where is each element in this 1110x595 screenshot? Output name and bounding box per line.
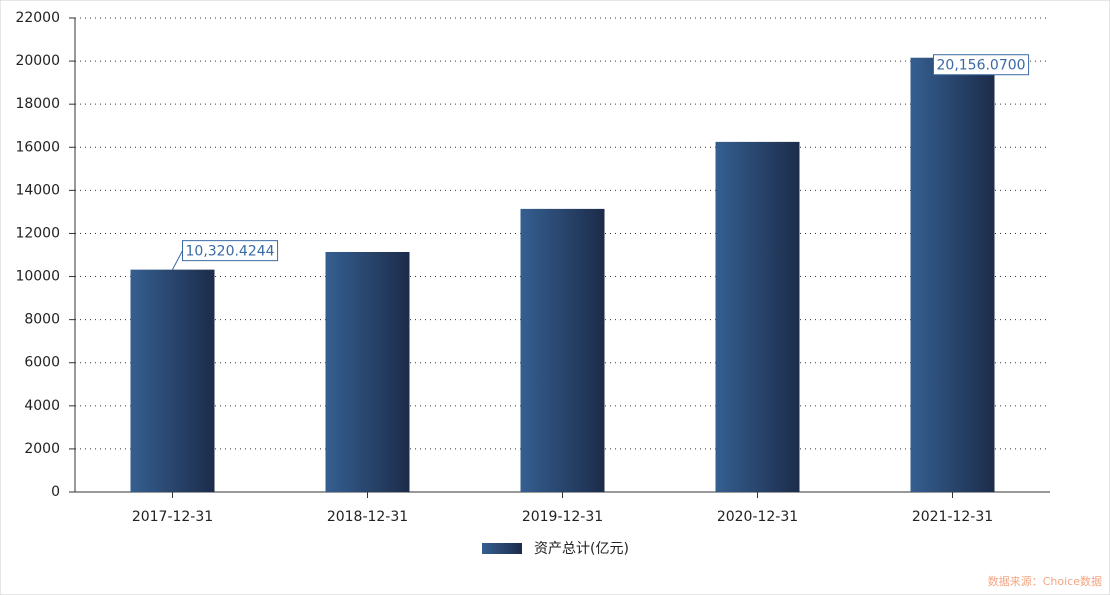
- y-tick-label: 14000: [15, 182, 60, 198]
- y-tick-label: 12000: [15, 225, 60, 241]
- legend-swatch: [482, 543, 522, 554]
- y-tick-label: 20000: [15, 53, 60, 69]
- bar: [910, 57, 995, 493]
- bar: [715, 141, 800, 493]
- y-tick-label: 4000: [24, 398, 60, 414]
- value-label: 20,156.0700: [937, 58, 1026, 74]
- y-tick-label: 8000: [24, 312, 60, 328]
- label-leader: [172, 250, 183, 270]
- bar: [520, 208, 605, 492]
- y-tick-label: 10000: [15, 269, 60, 285]
- x-tick-label: 2017-12-31: [132, 509, 213, 525]
- value-label-box: [182, 240, 279, 262]
- y-tick-label: 16000: [15, 139, 60, 155]
- x-tick-label: 2021-12-31: [912, 509, 993, 525]
- y-tick-label: 0: [51, 484, 60, 500]
- x-tick-label: 2019-12-31: [522, 509, 603, 525]
- value-label: 10,320.4244: [186, 244, 275, 260]
- x-tick-label: 2020-12-31: [717, 509, 798, 525]
- bar: [325, 251, 410, 492]
- bar: [130, 269, 215, 492]
- y-tick-label: 18000: [15, 96, 60, 112]
- y-tick-label: 6000: [24, 355, 60, 371]
- y-tick-label: 22000: [15, 10, 60, 26]
- source-note: 数据来源：Choice数据: [988, 574, 1102, 588]
- x-tick-label: 2018-12-31: [327, 509, 408, 525]
- legend-label: 资产总计(亿元): [534, 541, 629, 557]
- value-label-box: [933, 54, 1030, 76]
- y-tick-label: 2000: [24, 441, 60, 457]
